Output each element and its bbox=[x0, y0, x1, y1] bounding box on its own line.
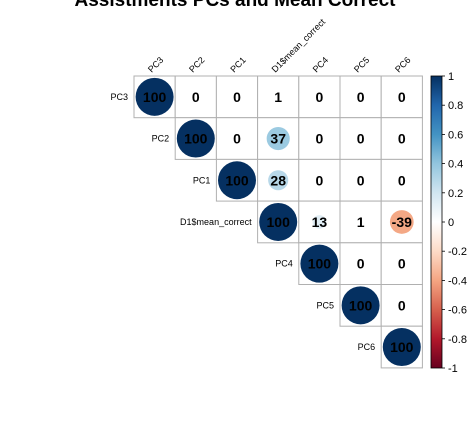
colorbar-gradient bbox=[430, 75, 443, 369]
data-label: 37 bbox=[270, 131, 286, 147]
data-label: 0 bbox=[398, 256, 406, 272]
colorbar-tick-label: 0.2 bbox=[448, 188, 463, 200]
data-label: 100 bbox=[184, 131, 208, 147]
colorbar-tick-label: 0 bbox=[448, 217, 454, 229]
data-label: 0 bbox=[357, 172, 365, 188]
correlation-circle bbox=[176, 119, 215, 158]
column-label: PC5 bbox=[352, 55, 371, 74]
row-label: D1$mean_correct bbox=[180, 217, 252, 227]
row-label: PC5 bbox=[316, 300, 334, 310]
row-label: PC2 bbox=[152, 134, 170, 144]
correlation-circle bbox=[259, 202, 298, 241]
row-label: PC6 bbox=[358, 342, 376, 352]
column-label: PC4 bbox=[311, 55, 330, 74]
colorbar-tick-label: 0.8 bbox=[448, 100, 463, 112]
column-label: PC1 bbox=[228, 55, 247, 74]
data-label: 1 bbox=[274, 89, 282, 105]
data-label: 100 bbox=[390, 339, 414, 355]
data-label: 100 bbox=[143, 89, 167, 105]
colorbar-tick-label: 0.4 bbox=[448, 159, 463, 171]
data-label: 100 bbox=[349, 297, 373, 313]
data-label: 0 bbox=[316, 131, 324, 147]
data-label: 1 bbox=[357, 214, 365, 230]
data-label: 0 bbox=[398, 172, 406, 188]
grid-cell bbox=[380, 117, 423, 160]
colorbar-tick-label: -0.6 bbox=[448, 305, 467, 317]
correlation-circle bbox=[341, 286, 380, 325]
grid-cell bbox=[380, 158, 423, 202]
data-label: 13 bbox=[312, 214, 328, 230]
data-label: 0 bbox=[192, 89, 200, 105]
row-label: PC3 bbox=[110, 92, 128, 102]
correlation-circle bbox=[389, 210, 414, 234]
data-label: 0 bbox=[357, 89, 365, 105]
data-label: 100 bbox=[308, 256, 332, 272]
grid-cell bbox=[339, 75, 382, 119]
row-label: PC4 bbox=[275, 259, 293, 269]
grid-cell bbox=[298, 117, 341, 160]
colorbar-tick-label: -0.4 bbox=[448, 275, 467, 287]
data-label: 0 bbox=[233, 89, 241, 105]
colorbar-tick-label: -0.2 bbox=[448, 246, 467, 258]
colorbar-tick-label: -1 bbox=[448, 363, 458, 375]
chart-title: Assistments PCs and Mean Correct bbox=[75, 0, 397, 11]
correlation-circle bbox=[382, 328, 421, 367]
data-label: 0 bbox=[398, 297, 406, 313]
correlation-circle bbox=[312, 215, 327, 229]
correlation-circle bbox=[268, 170, 289, 191]
data-label: 100 bbox=[225, 172, 249, 188]
grid-cell bbox=[339, 242, 382, 286]
grid-cell bbox=[339, 117, 382, 160]
column-label: PC6 bbox=[393, 55, 412, 74]
correlation-circle bbox=[266, 126, 290, 151]
grid-cell bbox=[380, 242, 423, 286]
correlation-circle bbox=[300, 244, 339, 283]
colorbar-tick-label: 0.6 bbox=[448, 129, 463, 141]
data-label: 0 bbox=[233, 131, 241, 147]
data-label: 0 bbox=[398, 89, 406, 105]
grid-cell bbox=[380, 284, 423, 327]
data-label: 0 bbox=[398, 131, 406, 147]
colorbar: 1 0.8 0.6 0.4 0.2 0 -0.2 -0.4 -0.6 -0.8 -1 bbox=[430, 71, 467, 375]
column-label: PC2 bbox=[187, 55, 206, 74]
colorbar-tick-label: 1 bbox=[448, 71, 454, 83]
correlation-circle bbox=[358, 220, 363, 224]
grid-cell bbox=[215, 117, 259, 160]
data-label: 28 bbox=[270, 172, 286, 188]
data-label: -39 bbox=[392, 214, 412, 230]
column-label: PC3 bbox=[146, 55, 165, 74]
colorbar-tick-label: -0.8 bbox=[448, 334, 467, 346]
correlation-circle bbox=[218, 161, 256, 200]
data-label: 0 bbox=[316, 89, 324, 105]
row-label: PC1 bbox=[193, 175, 211, 185]
data-label: 0 bbox=[316, 172, 324, 188]
row-labels: PC3 PC2 PC1 D1$mean_correct PC4 PC5 PC6 bbox=[110, 92, 375, 352]
correlation-circle bbox=[135, 77, 174, 116]
correlation-circle bbox=[276, 94, 281, 99]
data-label: 0 bbox=[357, 131, 365, 147]
data-label: 100 bbox=[267, 214, 291, 230]
data-label: 0 bbox=[357, 256, 365, 272]
